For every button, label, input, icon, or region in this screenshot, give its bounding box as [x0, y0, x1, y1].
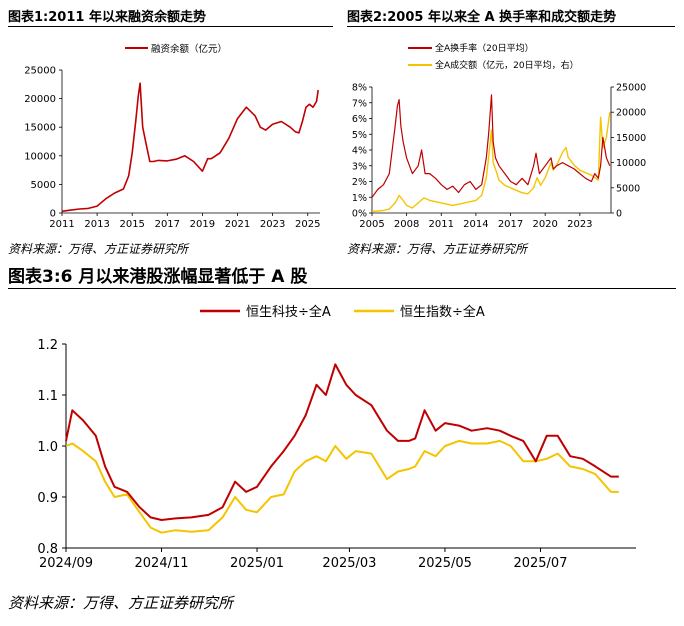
- chart2-left-tick-label: 7%: [352, 98, 367, 109]
- chart3-x-tick-label: 2024/11: [135, 556, 189, 571]
- chart2-x-tick-label: 2017: [498, 219, 523, 230]
- chart1-y-tick-label: 10000: [24, 151, 56, 162]
- figure2-title: 图表2:2005 年以来全 A 换手率和成交额走势: [347, 10, 617, 25]
- chart1-series-line: [61, 82, 319, 213]
- chart3-y-tick-label: 1.0: [37, 440, 58, 455]
- figure1-title-rule: [8, 26, 333, 27]
- chart1-y-tick-label: 15000: [24, 123, 56, 134]
- chart2-right-tick-label: 0: [616, 209, 622, 220]
- chart1-x-tick-label: 2019: [190, 219, 215, 230]
- chart3-x-tick-label: 2025/05: [418, 556, 472, 571]
- chart2-right-tick-label: 5000: [616, 183, 640, 194]
- chart2-left-tick-label: 1%: [352, 193, 367, 204]
- chart2-right-tick-label: 10000: [616, 158, 646, 169]
- chart1: 0 5000 10000 15000 20000 25000 2011 2013 2015 201…: [24, 43, 320, 230]
- chart2-right-tick-label: 20000: [616, 108, 646, 119]
- chart2-legend-label-value: 全A成交额（亿元，20日平均，右）: [435, 59, 579, 71]
- chart2: 0% 1% 2% 3% 4% 5% 6% 7% 8% 0 5000 10000 15000 20000 25…: [352, 42, 646, 230]
- chart3-series-hsi-over-a: [65, 439, 619, 534]
- chart3-y-tick-label: 0.8: [37, 542, 58, 557]
- figure2-title-rule: [347, 26, 675, 27]
- chart2-left-tick-label: 2%: [352, 177, 367, 188]
- chart2-x-tick-label: 2020: [532, 219, 557, 230]
- chart1-y-tick-label: 20000: [24, 94, 56, 105]
- chart2-left-tick-label: 5%: [352, 130, 367, 141]
- chart2-legend-label-rate: 全A换手率（20日平均）: [435, 42, 534, 54]
- figure1-title: 图表1:2011 年以来融资余额走势: [8, 10, 206, 25]
- chart3-x-tick-label: 2024/09: [39, 556, 93, 571]
- figure1-source: 资料来源：万得、方正证券研究所: [8, 242, 189, 256]
- chart3-x-tick-label: 2025/01: [230, 556, 284, 571]
- chart1-y-tick-label: 5000: [31, 180, 56, 191]
- figure3-title-rule: [8, 288, 676, 289]
- chart1-x-tick-label: 2025: [295, 219, 320, 230]
- chart1-legend-label: 融资余额（亿元）: [151, 43, 227, 55]
- figure3-source: 资料来源：万得、方正证券研究所: [8, 594, 234, 612]
- figure3-title: 图表3:6 月以来港股涨幅显著低于 A 股: [8, 267, 308, 287]
- chart3-y-tick-label: 1.2: [37, 338, 58, 353]
- chart2-left-tick-label: 8%: [352, 83, 367, 94]
- chart3-x-tick-label: 2025/07: [513, 556, 567, 571]
- chart1-x-tick-label: 2023: [260, 219, 285, 230]
- chart2-left-tick-label: 4%: [352, 146, 367, 157]
- chart1-y-tick-label: 25000: [24, 66, 56, 77]
- chart2-right-tick-label: 25000: [616, 83, 646, 94]
- chart3-legend-label-hstech: 恒生科技÷全A: [246, 304, 331, 320]
- chart1-y-tick-label: 0: [50, 209, 56, 220]
- chart3-y-tick-label: 0.9: [37, 491, 58, 506]
- chart2-x-tick-label: 2014: [463, 219, 488, 230]
- chart3-legend-label-hsi: 恒生指数÷全A: [400, 304, 485, 320]
- chart1-x-tick-label: 2021: [225, 219, 250, 230]
- chart1-x-tick-label: 2015: [119, 219, 144, 230]
- chart1-x-tick-label: 2013: [84, 219, 109, 230]
- chart3: 0.8 0.9 1.0 1.1 1.2 2024/09 2024/11 2025/01 2025…: [37, 304, 636, 571]
- chart1-x-tick-label: 2017: [155, 219, 180, 230]
- chart2-series-turnover-value: [371, 112, 611, 213]
- chart2-left-tick-label: 0%: [352, 209, 367, 220]
- chart2-x-tick-label: 2005: [359, 219, 384, 230]
- chart2-left-tick-label: 6%: [352, 114, 367, 125]
- chart3-x-tick-label: 2025/03: [322, 556, 376, 571]
- chart2-left-tick-label: 3%: [352, 161, 367, 172]
- chart3-series-hstech-over-a: [65, 363, 619, 521]
- chart3-y-tick-label: 1.1: [37, 389, 58, 404]
- chart2-x-tick-label: 2008: [394, 219, 419, 230]
- chart1-x-tick-label: 2011: [49, 219, 74, 230]
- chart2-series-turnover-rate: [371, 94, 611, 198]
- figure2-source: 资料来源：万得、方正证券研究所: [347, 242, 528, 256]
- chart2-x-tick-label: 2011: [429, 219, 454, 230]
- chart2-right-tick-label: 15000: [616, 133, 646, 144]
- chart2-x-tick-label: 2023: [567, 219, 592, 230]
